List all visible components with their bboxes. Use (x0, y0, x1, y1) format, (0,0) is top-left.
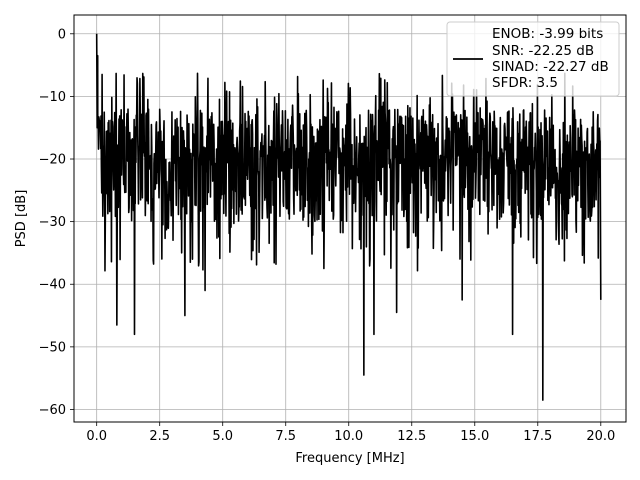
legend-enob: ENOB: -3.99 bits (492, 26, 603, 42)
y-axis-label: PSD [dB] (14, 190, 29, 248)
plot-area-frame (73, 14, 627, 423)
y-tick-label: −20 (39, 153, 66, 168)
y-axis-ticks: 0 −10 −20 −30 −40 −50 −60 (39, 27, 74, 418)
x-tick-label: 12.5 (397, 429, 426, 444)
psd-trace-layer (95, 33, 602, 401)
legend-sinad: SINAD: -22.27 dB (492, 59, 609, 75)
x-tick-label: 20.0 (586, 429, 615, 444)
legend-snr: SNR: -22.25 dB (492, 43, 594, 59)
x-tick-label: 7.5 (275, 429, 296, 444)
x-tick-label: 0.0 (86, 429, 107, 444)
psd-trace-line (95, 33, 602, 401)
x-tick-label: 15.0 (460, 429, 489, 444)
x-axis-label: Frequency [MHz] (295, 451, 404, 466)
y-tick-label: −50 (39, 340, 66, 355)
legend-box (446, 21, 620, 97)
x-tick-label: 17.5 (523, 429, 552, 444)
x-tick-label: 5.0 (212, 429, 233, 444)
y-tick-label: −60 (39, 403, 66, 418)
legend-sfdr: SFDR: 3.5 (492, 75, 558, 91)
legend: ENOB: -3.99 bits SNR: -22.25 dB SINAD: -… (446, 21, 620, 97)
x-tick-label: 2.5 (149, 429, 170, 444)
y-tick-label: −40 (39, 278, 66, 293)
y-tick-label: −10 (39, 90, 66, 105)
x-axis-ticks: 0.0 2.5 5.0 7.5 10.0 12.5 15.0 17.5 20.0 (86, 422, 615, 444)
x-tick-label: 10.0 (334, 429, 363, 444)
y-tick-label: 0 (58, 27, 66, 42)
y-tick-label: −30 (39, 215, 66, 230)
